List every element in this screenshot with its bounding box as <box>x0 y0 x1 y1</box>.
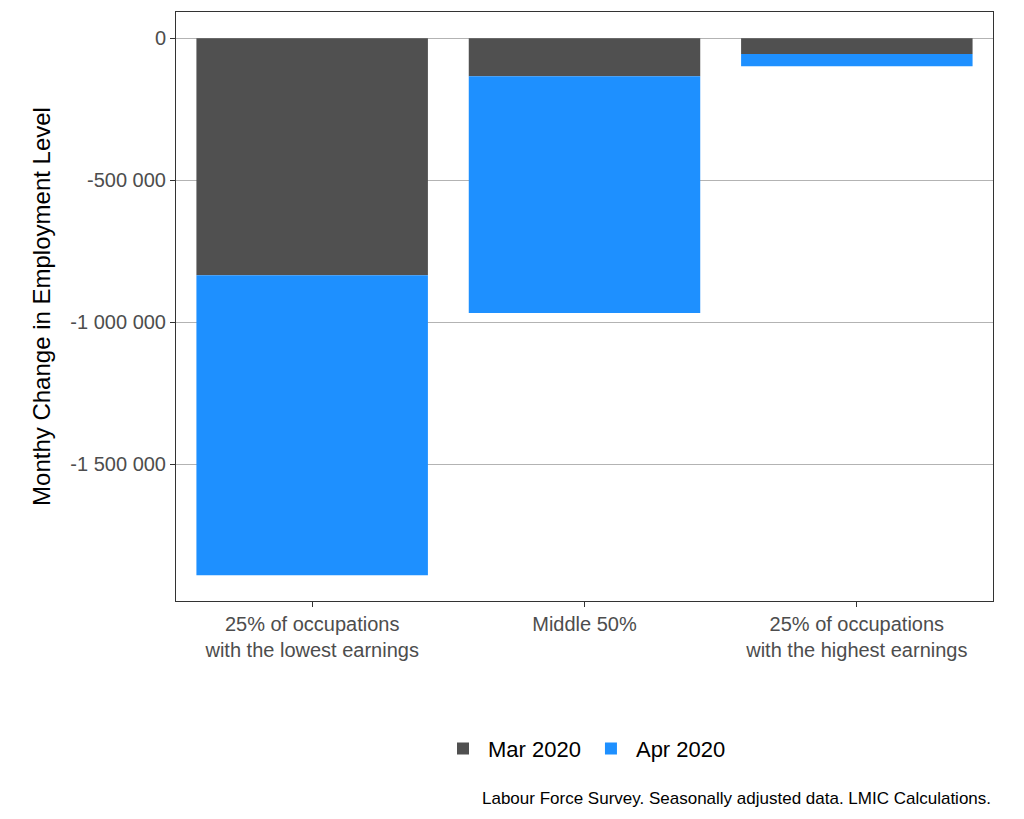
svg-text:Apr 2020: Apr 2020 <box>636 737 725 762</box>
svg-text:Monthy Change in Employment Le: Monthy Change in Employment Level <box>28 107 55 506</box>
svg-text:Labour Force Survey. Seasonall: Labour Force Survey. Seasonally adjusted… <box>482 789 991 808</box>
svg-text:-1 500 000: -1 500 000 <box>70 453 166 475</box>
svg-text:-500 000: -500 000 <box>87 169 166 191</box>
svg-text:25% of occupationswith the hig: 25% of occupationswith the highest earni… <box>745 613 967 661</box>
svg-text:Middle 50%: Middle 50% <box>532 613 637 635</box>
svg-text:0: 0 <box>155 27 166 49</box>
svg-text:-1 000 000: -1 000 000 <box>70 311 166 333</box>
svg-text:25% of occupationswith the low: 25% of occupationswith the lowest earnin… <box>204 613 418 661</box>
svg-text:Mar 2020: Mar 2020 <box>488 737 581 762</box>
